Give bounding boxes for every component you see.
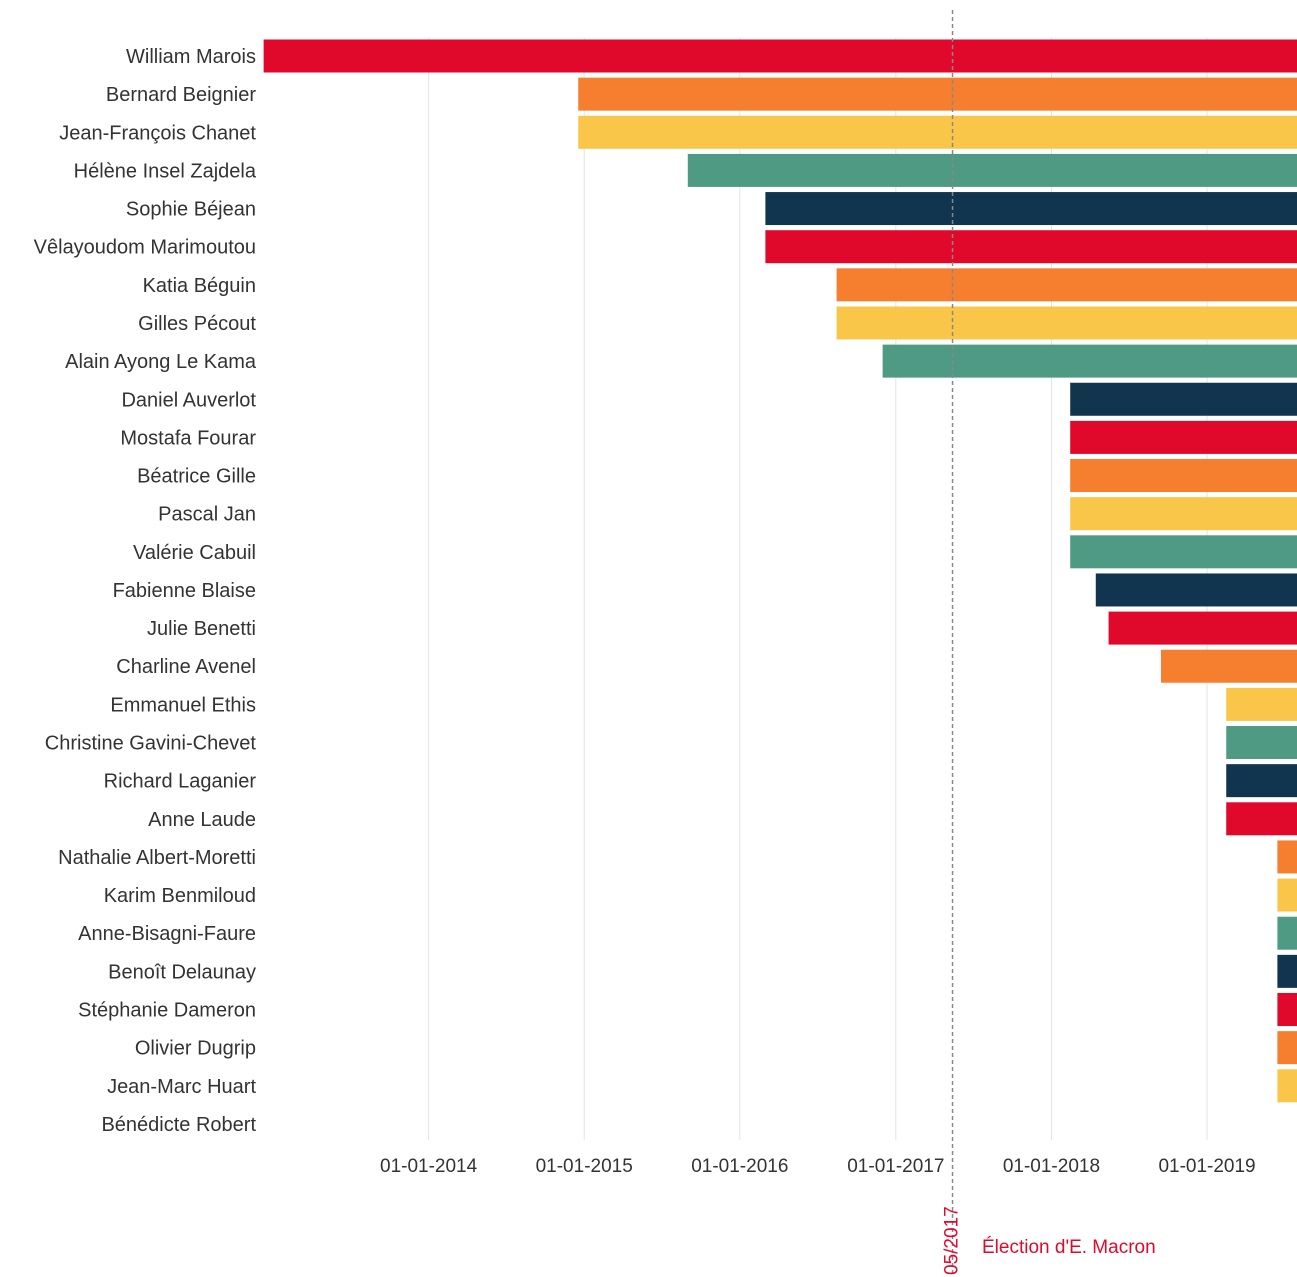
bar [765, 192, 1297, 226]
bar [1226, 764, 1297, 798]
bar [1277, 1031, 1297, 1065]
category-label: Sophie Béjean [126, 199, 256, 221]
bar [1277, 954, 1297, 988]
bar [1277, 916, 1297, 950]
category-label: Pascal Jan [158, 504, 256, 526]
bar [836, 268, 1297, 302]
category-label: Christine Gavini-Chevet [45, 733, 257, 755]
bar [1226, 802, 1297, 836]
category-label: Bénédicte Robert [101, 1114, 256, 1136]
category-label: Daniel Auverlot [121, 389, 256, 411]
category-label: Stéphanie Dameron [78, 1000, 256, 1022]
category-label: Béatrice Gille [137, 466, 256, 488]
category-label: Bernard Beignier [106, 84, 256, 106]
category-label: Emmanuel Ethis [110, 694, 256, 716]
category-label: Mostafa Fourar [120, 427, 256, 449]
bar [1070, 459, 1297, 493]
bar [836, 306, 1297, 340]
bar [1277, 993, 1297, 1026]
bar [1070, 497, 1297, 531]
category-label: Hélène Insel Zajdela [74, 160, 257, 182]
x-tick-label: 01-01-2018 [1003, 1156, 1100, 1177]
bar [1277, 1069, 1297, 1103]
bar [687, 153, 1297, 187]
bar [578, 115, 1297, 149]
category-label: Valérie Cabuil [133, 542, 256, 564]
x-tick-label: 01-01-2019 [1158, 1156, 1255, 1177]
bars [263, 39, 1297, 1103]
election-annotation: 05/2017 Élection d'E. Macron [942, 10, 1156, 1277]
category-label: Richard Laganier [104, 771, 257, 793]
bar [1161, 649, 1297, 683]
category-label: Vêlayoudom Marimoutou [34, 237, 256, 259]
bar [1277, 840, 1297, 874]
bar [1108, 611, 1297, 645]
category-label: Nathalie Albert-Moretti [58, 847, 256, 869]
category-label: Alain Ayong Le Kama [65, 351, 257, 373]
bar [882, 344, 1297, 378]
bar [1226, 726, 1297, 760]
category-label: Karim Benmiloud [104, 885, 256, 907]
category-label: Benoît Delaunay [108, 961, 256, 983]
category-label: Olivier Dugrip [135, 1038, 256, 1060]
x-axis-ticks: 01-01-2014 01-01-2015 01-01-2016 01-01-2017… [380, 1156, 1256, 1177]
category-label: Anne Laude [148, 809, 256, 831]
bar [1095, 573, 1297, 607]
election-annotation-label: Élection d'E. Macron [982, 1237, 1156, 1258]
bar [1070, 420, 1297, 454]
bar [1070, 535, 1297, 569]
category-label: Julie Benetti [147, 618, 256, 640]
bar [1070, 382, 1297, 416]
category-label: Fabienne Blaise [113, 580, 256, 602]
bar [263, 39, 1297, 73]
bar [1226, 687, 1297, 721]
category-label: Jean-Marc Huart [107, 1076, 256, 1098]
election-date-label: 05/2017 [942, 1206, 963, 1275]
x-tick-label: 01-01-2017 [847, 1156, 944, 1177]
category-label: Anne-Bisagni-Faure [78, 923, 256, 945]
x-tick-label: 01-01-2016 [691, 1156, 788, 1177]
category-label: Jean-François Chanet [59, 122, 256, 144]
category-label: Charline Avenel [116, 656, 256, 678]
x-tick-label: 01-01-2015 [536, 1156, 633, 1177]
x-tick-label: 01-01-2014 [380, 1156, 478, 1177]
category-labels: William Marois Bernard Beignier Jean-Franç… [34, 46, 257, 1136]
bar [1277, 878, 1297, 912]
bar [578, 77, 1297, 111]
category-label: William Marois [126, 46, 256, 68]
bar [765, 230, 1297, 264]
category-label: Katia Béguin [143, 275, 256, 297]
category-label: Gilles Pécout [138, 313, 256, 335]
